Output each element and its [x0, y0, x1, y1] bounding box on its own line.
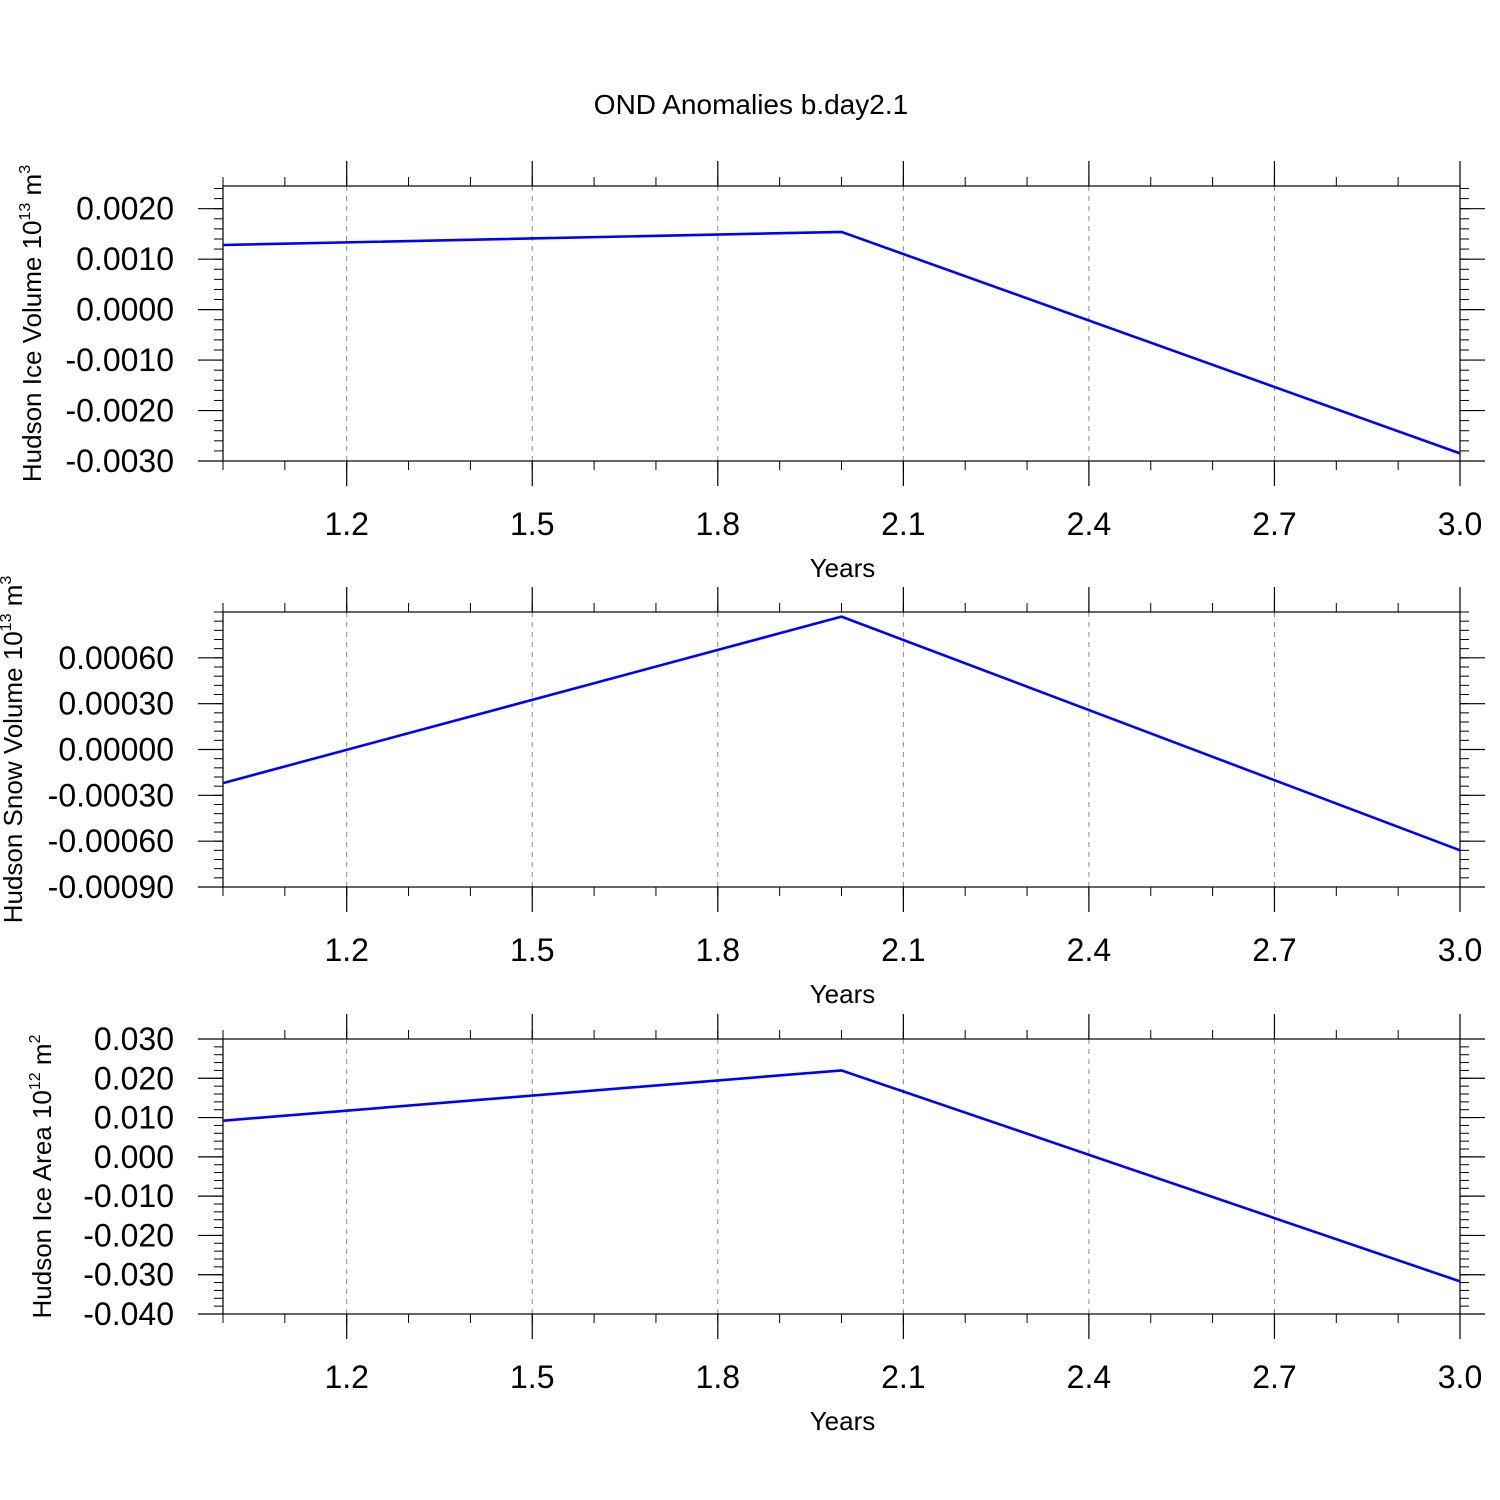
- x-tick-label: 1.8: [696, 1359, 740, 1395]
- x-tick-label: 1.2: [324, 1359, 368, 1395]
- x-tick-label: 3.0: [1438, 506, 1482, 542]
- y-tick-label: 0.010: [94, 1100, 174, 1136]
- y-tick-label: 0.00000: [58, 732, 174, 768]
- y-tick-label: -0.0030: [65, 443, 174, 479]
- x-tick-label: 1.5: [510, 506, 554, 542]
- y-tick-label: 0.030: [94, 1021, 174, 1057]
- x-tick-label: 2.4: [1067, 932, 1111, 968]
- x-tick-label: 1.5: [510, 932, 554, 968]
- y-tick-label: 0.00030: [58, 686, 174, 722]
- panels: 1.2 1.5 1.8 2.1 2.4 2.7 3.0 0.0020 0.0010 0.0000 -…: [0, 161, 1485, 1436]
- x-axis-title: Years: [810, 1406, 876, 1436]
- x-tick-label: 1.2: [324, 932, 368, 968]
- y-axis-title: Hudson Snow Volume 1013 m3: [0, 576, 28, 924]
- y-tick-label: 0.0010: [76, 241, 174, 277]
- y-tick-label: -0.020: [83, 1217, 174, 1253]
- x-tick-label: 2.1: [881, 1359, 925, 1395]
- y-tick-label: 0.0020: [76, 191, 174, 227]
- y-tick-label: -0.030: [83, 1257, 174, 1293]
- y-tick-label: -0.00060: [48, 823, 174, 859]
- y-tick-label: 0.000: [94, 1139, 174, 1175]
- x-tick-label: 1.8: [696, 932, 740, 968]
- x-axis-title: Years: [810, 979, 876, 1009]
- x-tick-label: 1.2: [324, 506, 368, 542]
- x-tick-label: 2.1: [881, 932, 925, 968]
- y-tick-label: -0.00090: [48, 869, 174, 905]
- y-tick-label: 0.0000: [76, 292, 174, 328]
- x-tick-label: 2.7: [1252, 932, 1296, 968]
- x-tick-label: 2.7: [1252, 506, 1296, 542]
- y-tick-label: -0.0010: [65, 342, 174, 378]
- y-tick-label: 0.020: [94, 1060, 174, 1096]
- panel-2: 1.2 1.5 1.8 2.1 2.4 2.7 3.0 0.00060 0.00030 0.000…: [0, 576, 1485, 1009]
- figure-title: OND Anomalies b.day2.1: [594, 89, 908, 120]
- x-tick-label: 2.4: [1067, 1359, 1111, 1395]
- y-tick-label: -0.0020: [65, 393, 174, 429]
- x-tick-label: 2.7: [1252, 1359, 1296, 1395]
- x-axis-title: Years: [810, 553, 876, 583]
- y-tick-label: 0.00060: [58, 640, 174, 676]
- y-axis-title: Hudson Ice Area 1012 m2: [27, 1034, 57, 1318]
- x-tick-label: 1.8: [696, 506, 740, 542]
- x-tick-label: 2.1: [881, 506, 925, 542]
- panel-1: 1.2 1.5 1.8 2.1 2.4 2.7 3.0 0.0020 0.0010 0.0000 -…: [17, 161, 1485, 583]
- y-tick-label: -0.040: [83, 1296, 174, 1332]
- x-tick-label: 3.0: [1438, 932, 1482, 968]
- y-tick-label: -0.00030: [48, 777, 174, 813]
- x-tick-label: 3.0: [1438, 1359, 1482, 1395]
- x-tick-label: 1.5: [510, 1359, 554, 1395]
- x-tick-label: 2.4: [1067, 506, 1111, 542]
- y-tick-label: -0.010: [83, 1178, 174, 1214]
- y-axis-title: Hudson Ice Volume 1013 m3: [17, 165, 47, 482]
